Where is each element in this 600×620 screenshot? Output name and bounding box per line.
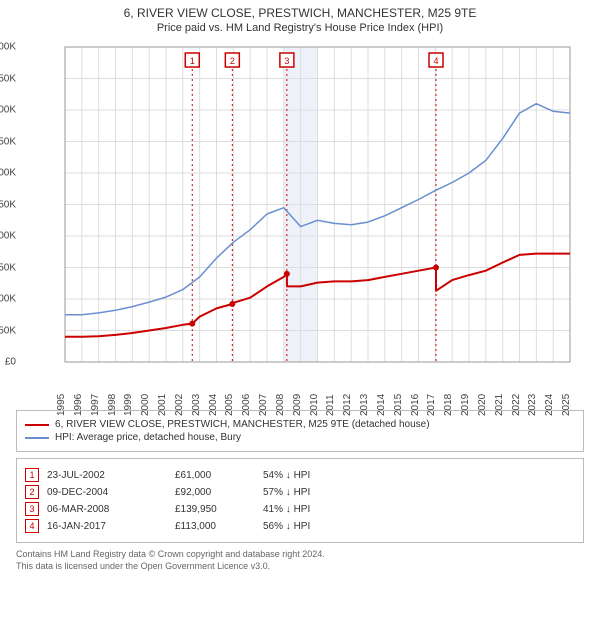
x-axis-tick-label: 2016 xyxy=(407,394,420,416)
x-axis-tick-label: 2008 xyxy=(273,394,286,416)
transaction-row: 3 06-MAR-2008 £139,950 41% ↓ HPI xyxy=(25,502,575,516)
transaction-marker: 1 xyxy=(25,468,39,482)
footer-line-1: Contains HM Land Registry data © Crown c… xyxy=(16,549,584,561)
x-axis-tick-label: 1998 xyxy=(104,394,117,416)
price-chart: 1234 £0£50K£100K£150K£200K£250K£300K£350… xyxy=(20,42,580,402)
y-axis-tick-label: £450K xyxy=(0,73,20,84)
svg-text:4: 4 xyxy=(433,56,438,66)
legend-label: 6, RIVER VIEW CLOSE, PRESTWICH, MANCHEST… xyxy=(55,419,430,430)
x-axis-tick-label: 2019 xyxy=(458,394,471,416)
x-axis-tick-label: 1996 xyxy=(71,394,84,416)
transaction-marker: 4 xyxy=(25,519,39,533)
y-axis-tick-label: £500K xyxy=(0,42,20,53)
transaction-marker: 3 xyxy=(25,502,39,516)
footer-attribution: Contains HM Land Registry data © Crown c… xyxy=(16,549,584,572)
x-axis-tick-label: 2004 xyxy=(205,394,218,416)
svg-text:2: 2 xyxy=(230,56,235,66)
transaction-price: £113,000 xyxy=(175,521,255,532)
x-axis-tick-label: 2024 xyxy=(542,394,555,416)
transaction-price: £92,000 xyxy=(175,487,255,498)
x-axis-tick-label: 2018 xyxy=(441,394,454,416)
x-axis-tick-label: 2025 xyxy=(559,394,572,416)
x-axis-tick-label: 2022 xyxy=(508,394,521,416)
y-axis-tick-label: £50K xyxy=(0,325,20,336)
transaction-pct: 56% ↓ HPI xyxy=(263,521,373,532)
y-axis-tick-label: £100K xyxy=(0,294,20,305)
transaction-pct: 41% ↓ HPI xyxy=(263,504,373,515)
y-axis-tick-label: £300K xyxy=(0,168,20,179)
y-axis-tick-label: £250K xyxy=(0,199,20,210)
transaction-row: 1 23-JUL-2002 £61,000 54% ↓ HPI xyxy=(25,468,575,482)
x-axis-tick-label: 1997 xyxy=(88,394,101,416)
x-axis-tick-label: 2013 xyxy=(357,394,370,416)
y-axis-tick-label: £150K xyxy=(0,262,20,273)
x-axis-tick-label: 2001 xyxy=(155,394,168,416)
y-axis-tick-label: £350K xyxy=(0,136,20,147)
transaction-date: 06-MAR-2008 xyxy=(47,504,167,515)
footer-line-2: This data is licensed under the Open Gov… xyxy=(16,561,584,573)
y-axis-tick-label: £200K xyxy=(0,231,20,242)
transaction-row: 2 09-DEC-2004 £92,000 57% ↓ HPI xyxy=(25,485,575,499)
legend-swatch xyxy=(25,424,49,426)
x-axis-tick-label: 2012 xyxy=(340,394,353,416)
x-axis-tick-label: 2011 xyxy=(324,394,337,416)
x-axis-tick-label: 2015 xyxy=(391,394,404,416)
x-axis-tick-label: 2003 xyxy=(189,394,202,416)
x-axis-tick-label: 2005 xyxy=(222,394,235,416)
x-axis-tick-label: 2006 xyxy=(239,394,252,416)
x-axis-tick-label: 2000 xyxy=(138,394,151,416)
transactions-table: 1 23-JUL-2002 £61,000 54% ↓ HPI 2 09-DEC-2004… xyxy=(16,458,584,543)
transaction-price: £139,950 xyxy=(175,504,255,515)
legend-item: 6, RIVER VIEW CLOSE, PRESTWICH, MANCHEST… xyxy=(25,419,575,430)
x-axis-tick-label: 2023 xyxy=(525,394,538,416)
svg-text:3: 3 xyxy=(284,56,289,66)
transaction-pct: 57% ↓ HPI xyxy=(263,487,373,498)
y-axis-tick-label: £400K xyxy=(0,105,20,116)
x-axis-tick-label: 2021 xyxy=(492,394,505,416)
x-axis-tick-label: 2014 xyxy=(374,394,387,416)
transaction-row: 4 16-JAN-2017 £113,000 56% ↓ HPI xyxy=(25,519,575,533)
x-axis-tick-label: 2010 xyxy=(306,394,319,416)
page-title: 6, RIVER VIEW CLOSE, PRESTWICH, MANCHEST… xyxy=(0,0,600,20)
x-axis-tick-label: 2017 xyxy=(424,394,437,416)
transaction-date: 16-JAN-2017 xyxy=(47,521,167,532)
transaction-price: £61,000 xyxy=(175,470,255,481)
chart-svg: 1 2 3 4 xyxy=(20,42,580,402)
svg-text:1: 1 xyxy=(190,56,195,66)
legend-swatch xyxy=(25,437,49,439)
x-axis-tick-label: 1999 xyxy=(121,394,134,416)
transaction-date: 09-DEC-2004 xyxy=(47,487,167,498)
legend-item: HPI: Average price, detached house, Bury xyxy=(25,432,575,443)
transaction-marker: 2 xyxy=(25,485,39,499)
legend-label: HPI: Average price, detached house, Bury xyxy=(55,432,241,443)
x-axis-tick-label: 2020 xyxy=(475,394,488,416)
legend: 6, RIVER VIEW CLOSE, PRESTWICH, MANCHEST… xyxy=(16,410,584,452)
transaction-pct: 54% ↓ HPI xyxy=(263,470,373,481)
page-subtitle: Price paid vs. HM Land Registry's House … xyxy=(0,20,600,42)
x-axis-tick-label: 2007 xyxy=(256,394,269,416)
x-axis-tick-label: 2002 xyxy=(172,394,185,416)
y-axis-tick-label: £0 xyxy=(5,357,20,368)
x-axis-tick-label: 1995 xyxy=(54,394,67,416)
x-axis-tick-label: 2009 xyxy=(290,394,303,416)
transaction-date: 23-JUL-2002 xyxy=(47,470,167,481)
